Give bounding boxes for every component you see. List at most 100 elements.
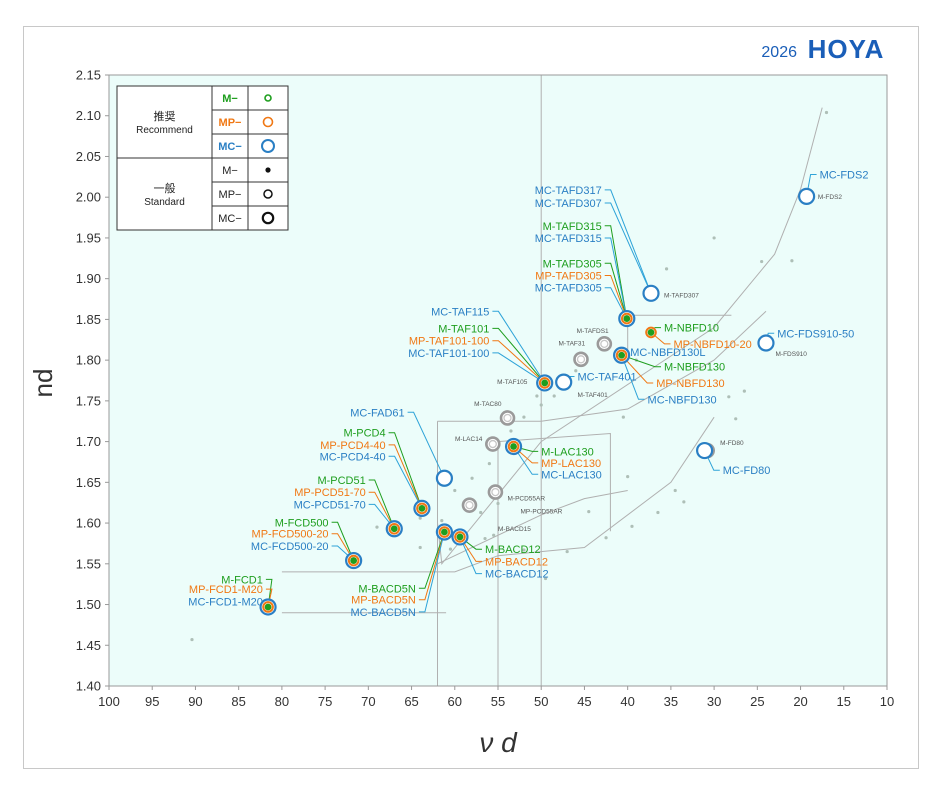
y-tick-label: 1.95 — [76, 230, 101, 245]
leader-line — [407, 411, 445, 479]
glass-label: MP-FCD500-20 — [252, 529, 329, 541]
leader-line — [459, 536, 482, 575]
leader-line — [604, 202, 652, 294]
leader-line — [604, 237, 628, 319]
standard-glass-label: M-TAF401 — [578, 392, 609, 399]
glass-label: MP-LAC130 — [541, 458, 601, 470]
standard-glass-dot — [535, 394, 539, 398]
glass-label: MC-BACD5N — [350, 607, 415, 619]
standard-glass-dot — [487, 461, 491, 466]
leader-line — [492, 352, 545, 384]
x-tick-label: 80 — [275, 694, 289, 709]
leader-line — [604, 287, 628, 319]
y-tick-label: 2.00 — [76, 190, 101, 205]
standard-glass-inner-ring — [465, 500, 474, 510]
y-tick-label: 1.85 — [76, 312, 101, 327]
x-tick-label: 50 — [534, 694, 548, 709]
y-tick-label: 1.45 — [76, 638, 101, 653]
standard-glass-dot — [664, 267, 669, 271]
leader-line — [331, 521, 355, 561]
glass-label: M-BACD12 — [485, 544, 541, 556]
standard-glass-dot — [587, 510, 591, 514]
standard-glass-dot — [470, 476, 474, 480]
standard-glass-dot — [760, 259, 764, 264]
glass-label: MP-TAF101-100 — [409, 336, 490, 348]
glass-label: MC-FCD1-M20 — [188, 596, 263, 608]
glass-label: MC-NBFD130 — [648, 394, 717, 406]
glass-label: M-PCD4 — [343, 428, 385, 440]
leader-line — [418, 531, 445, 589]
standard-glass-label: M-TAFD307 — [664, 292, 699, 299]
glass-label: MP-PCD4-40 — [320, 440, 385, 452]
standard-glass-label: M-FDS2 — [818, 194, 843, 201]
m-recommend-marker — [264, 603, 272, 611]
y-tick-label: 1.40 — [76, 679, 101, 694]
x-tick-label: 100 — [98, 694, 120, 709]
glass-label: M-FCD500 — [275, 517, 329, 529]
leader-line — [621, 354, 661, 368]
leader-line — [492, 340, 546, 384]
standard-glass-dot — [574, 369, 578, 373]
legend-recommend-ja: 推奨 — [154, 109, 176, 123]
x-axis-title: ν d — [479, 727, 518, 758]
standard-glass-dot — [418, 516, 422, 520]
y-tick-label: 2.05 — [76, 149, 101, 164]
legend-series-label: MP− — [219, 189, 242, 201]
standard-glass-dot — [453, 488, 457, 493]
glass-label: M-TAFD315 — [543, 221, 602, 233]
legend-series-label: M− — [222, 93, 238, 105]
standard-glass-dot — [742, 389, 746, 393]
x-tick-label: 90 — [188, 694, 202, 709]
standard-glass-ring — [487, 484, 504, 500]
standard-glass-label: M-PCD55AR — [508, 495, 546, 502]
standard-glass-label: M-FD80 — [720, 440, 744, 447]
standard-glass-inner-ring — [491, 487, 500, 497]
standard-glass-dot — [492, 533, 496, 537]
glass-label: MC-TAF401 — [578, 372, 637, 384]
glass-label: M-TAFD305 — [543, 258, 602, 270]
standard-glass-ring — [485, 436, 501, 452]
glass-label: M-TAF101 — [438, 323, 489, 335]
standard-glass-dot — [682, 500, 686, 504]
m-recommend-marker — [623, 315, 631, 322]
y-tick-label: 2.10 — [76, 108, 101, 123]
glass-label: MP-NBFD10-20 — [673, 339, 751, 351]
glass-label: MC-NBFD130L — [630, 347, 705, 359]
y-tick-label: 1.75 — [76, 393, 101, 408]
glass-label: MP-BACD5N — [351, 595, 416, 607]
standard-glass-dot — [673, 488, 677, 493]
standard-glass-dot — [626, 475, 630, 479]
y-tick-label: 2.15 — [76, 68, 101, 83]
leader-line — [604, 275, 628, 319]
leader-line — [492, 310, 546, 384]
m-recommend-marker — [456, 533, 464, 541]
standard-glass-dot — [522, 415, 526, 419]
glass-label: MC-FAD61 — [350, 407, 404, 419]
x-tick-label: 65 — [404, 694, 418, 709]
standard-glass-dot — [509, 429, 513, 433]
leader-line — [650, 332, 671, 345]
standard-glass-label: M-TAC80 — [474, 401, 502, 408]
glass-label: MC-TAFD315 — [535, 233, 602, 245]
standard-glass-label: M-LAC14 — [455, 436, 483, 443]
header-year: 2026 — [761, 44, 797, 61]
y-tick-label: 1.55 — [76, 556, 101, 571]
legend-symbol — [261, 139, 275, 153]
glass-label: MP-NBFD130 — [656, 378, 724, 390]
standard-glass-dot — [552, 394, 556, 398]
leader-line — [368, 503, 395, 530]
leader-line — [492, 327, 546, 384]
legend-series-label: MC− — [218, 141, 242, 153]
m-recommend-marker — [510, 443, 517, 450]
standard-glass-dot — [375, 525, 379, 529]
glass-label: MC-TAFD317 — [535, 185, 602, 197]
leader-line — [418, 531, 445, 601]
standard-glass-dot — [630, 524, 634, 528]
legend-symbol — [261, 211, 275, 225]
standard-glass-dot — [440, 519, 444, 523]
y-tick-label: 1.50 — [76, 597, 101, 612]
m-recommend-marker — [418, 505, 426, 512]
x-tick-label: 45 — [577, 694, 591, 709]
x-tick-label: 95 — [145, 694, 159, 709]
